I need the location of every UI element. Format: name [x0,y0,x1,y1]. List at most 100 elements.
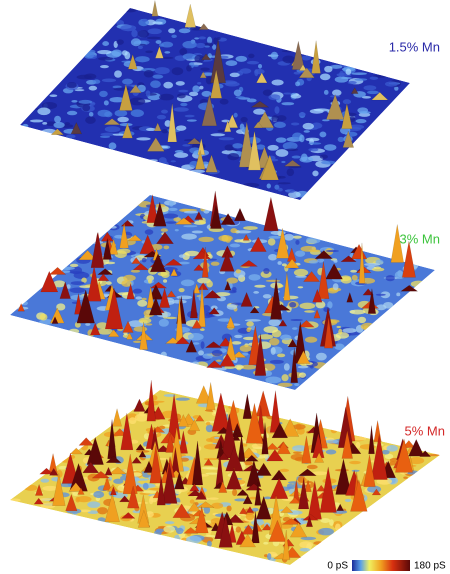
texture [105,262,115,265]
texture [292,327,297,330]
texture [211,503,223,509]
texture [163,82,173,89]
texture [71,281,85,285]
texture [246,328,250,333]
texture [286,486,295,489]
texture [284,363,290,370]
texture [169,201,174,207]
texture [185,115,195,118]
texture [173,107,188,112]
texture [320,155,328,159]
texture [42,122,47,125]
texture [278,284,283,287]
texture [197,82,201,85]
texture [24,485,37,491]
texture [176,295,192,299]
texture [161,42,173,48]
texture [105,126,121,132]
texture [355,78,368,81]
texture [263,542,268,545]
texture [306,237,320,244]
texture [231,341,241,344]
texture [145,50,153,53]
texture [265,377,281,384]
texture [346,69,352,75]
texture [168,28,175,33]
texture [269,319,281,326]
texture [284,234,294,241]
texture [304,310,315,312]
texture [356,119,367,123]
texture [240,345,252,352]
texture [155,67,170,74]
texture [281,374,288,381]
texture [22,124,28,128]
texture [291,122,299,125]
peak [402,241,415,277]
texture [304,130,310,133]
texture [206,280,213,287]
panel-label: 1.5% Mn [389,39,440,54]
texture [117,117,129,123]
texture [192,231,203,234]
texture [299,112,306,116]
texture [312,171,318,177]
texture [292,156,301,159]
texture [290,319,302,321]
texture [138,30,150,38]
texture [216,360,222,362]
texture [240,123,245,130]
texture [145,229,154,235]
texture [281,161,285,163]
texture [178,90,188,93]
texture [89,112,94,117]
texture [247,99,257,103]
texture [236,527,241,533]
texture [142,490,157,493]
texture [136,137,150,140]
texture [152,21,163,24]
texture [293,451,302,454]
colorbar [352,560,410,571]
texture [204,458,219,460]
texture [403,477,408,479]
texture [181,233,197,239]
texture [205,535,217,537]
peak [199,24,209,30]
texture [214,437,219,439]
texture [211,133,226,136]
texture [236,230,251,233]
texture [318,528,334,536]
texture [352,470,360,472]
texture [278,188,283,192]
texture [338,137,344,142]
texture [176,528,184,534]
texture [247,61,259,64]
texture [122,79,133,85]
texture [319,132,326,138]
texture [254,285,265,288]
peaks [34,380,431,560]
texture [299,541,313,548]
texture [93,491,104,498]
peak [264,197,279,231]
texture [232,143,243,148]
texture [267,183,271,188]
texture [411,281,426,288]
texture [186,536,201,544]
texture [301,246,317,252]
texture [294,269,308,276]
texture [133,289,142,294]
texture [75,89,85,91]
texture [200,67,210,70]
peak [185,4,196,27]
texture [348,81,357,84]
texture [263,268,269,274]
texture [176,81,185,86]
texture [227,304,238,310]
texture [156,40,162,44]
texture [270,360,284,364]
texture [277,261,281,265]
texture [335,523,341,530]
texture [269,338,279,345]
